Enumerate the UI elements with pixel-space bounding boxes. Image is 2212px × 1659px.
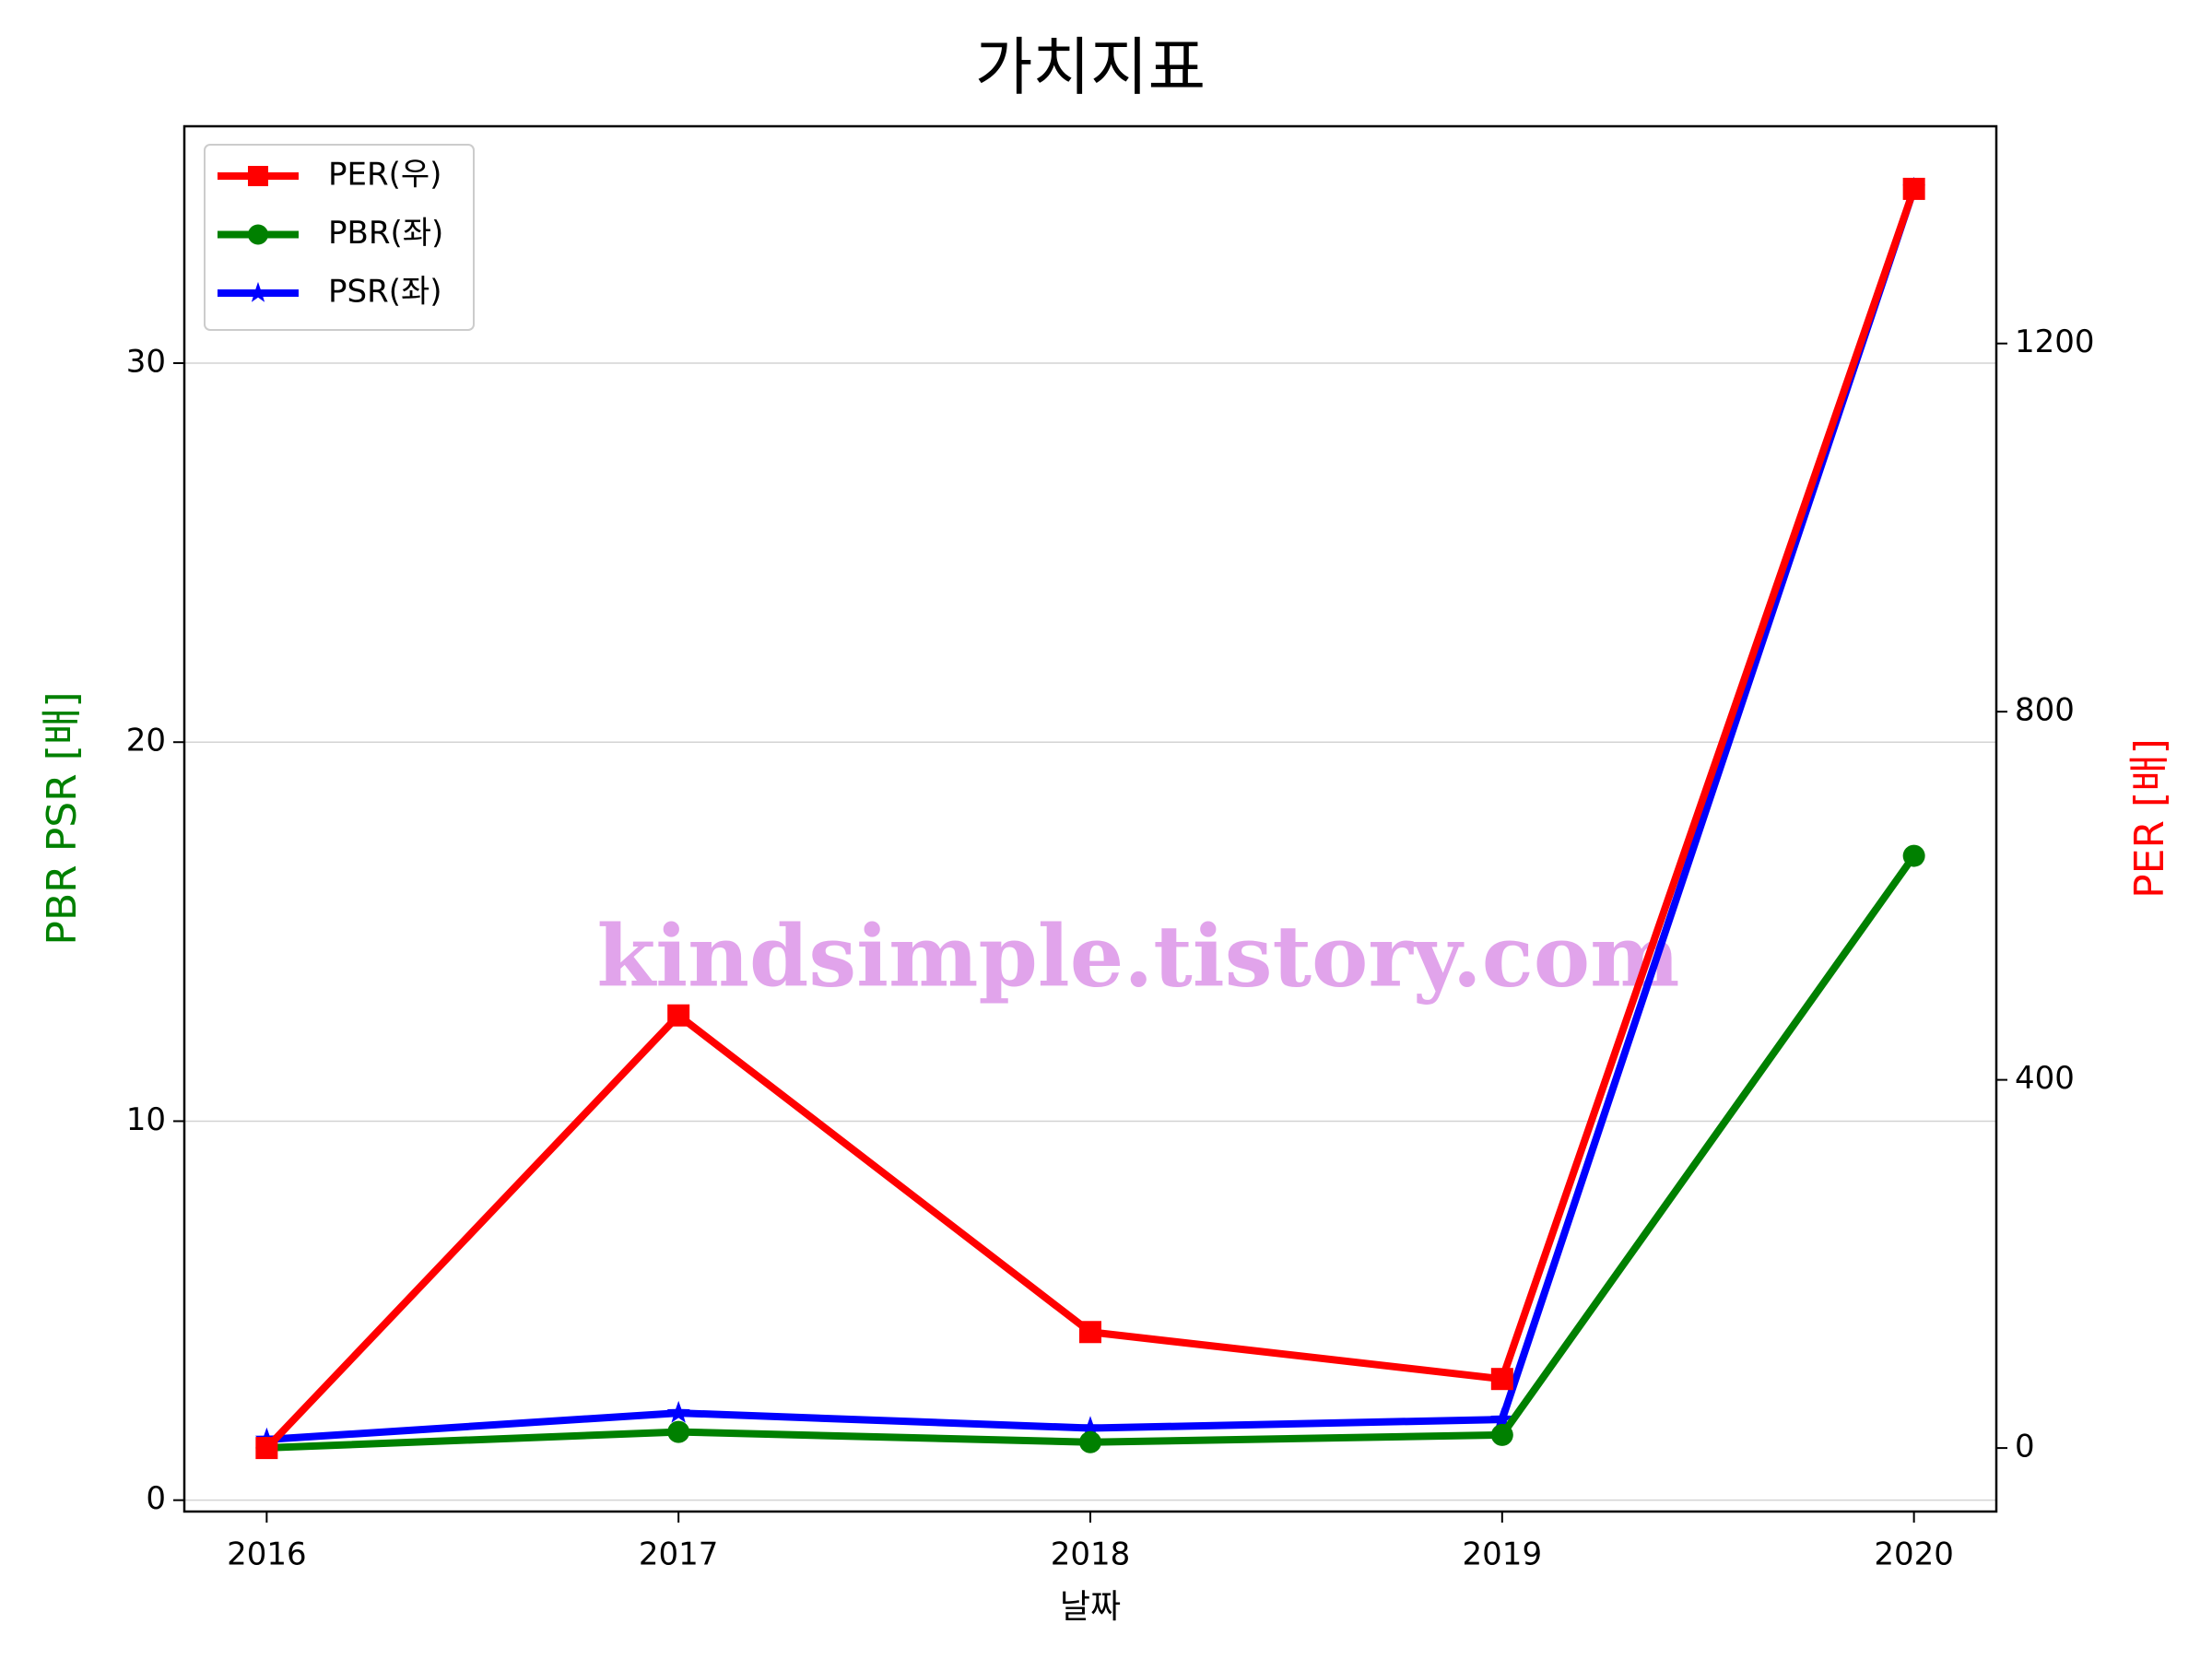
data-point bbox=[667, 1420, 690, 1443]
data-point bbox=[255, 1437, 278, 1460]
legend-marker bbox=[248, 166, 268, 186]
y2-tick-label: 400 bbox=[2015, 1060, 2075, 1097]
legend-box bbox=[204, 144, 475, 331]
data-point bbox=[1079, 1321, 1101, 1344]
y-axis-label: PBR PSR [배] bbox=[39, 691, 86, 945]
x-tick-label: 2016 bbox=[227, 1536, 307, 1573]
data-point bbox=[1490, 1423, 1513, 1446]
y-tick-label: 20 bbox=[126, 723, 166, 759]
x-tick-label: 2018 bbox=[1051, 1536, 1131, 1573]
plot-frame bbox=[182, 124, 1998, 1513]
data-point bbox=[1902, 844, 1925, 867]
data-point bbox=[1490, 1406, 1514, 1430]
y2-tick-label: 0 bbox=[2015, 1429, 2035, 1465]
data-point bbox=[1079, 1430, 1101, 1453]
y2-axis-label: PER [배] bbox=[2126, 738, 2173, 899]
legend-label: PBR(좌) bbox=[328, 215, 443, 252]
legend-marker bbox=[247, 281, 269, 302]
legend-label: PER(우) bbox=[328, 157, 441, 194]
y-tick-label: 10 bbox=[126, 1101, 166, 1138]
data-point bbox=[1490, 1368, 1513, 1391]
y-tick-label: 0 bbox=[146, 1480, 166, 1517]
legend: PER(우) PBR(좌) PSR(좌) bbox=[204, 144, 475, 331]
x-tick-label: 2020 bbox=[1874, 1536, 1954, 1573]
watermark: kindsimple.tistory.com bbox=[596, 907, 1679, 1006]
y-tick-label: 30 bbox=[126, 344, 166, 381]
data-point bbox=[1902, 177, 1925, 200]
chart-title: 가치지표 bbox=[975, 32, 1206, 105]
legend-marker bbox=[248, 224, 268, 245]
x-tick-label: 2019 bbox=[1463, 1536, 1543, 1573]
x-axis-label: 날짜 bbox=[1060, 1588, 1121, 1626]
x-tick-label: 2017 bbox=[639, 1536, 719, 1573]
data-point bbox=[667, 1004, 690, 1027]
y2-tick-label: 800 bbox=[2015, 692, 2075, 729]
legend-label: PSR(좌) bbox=[328, 274, 442, 311]
y2-tick-label: 1200 bbox=[2015, 324, 2095, 360]
data-point bbox=[666, 1400, 690, 1423]
data-point bbox=[1078, 1416, 1102, 1439]
